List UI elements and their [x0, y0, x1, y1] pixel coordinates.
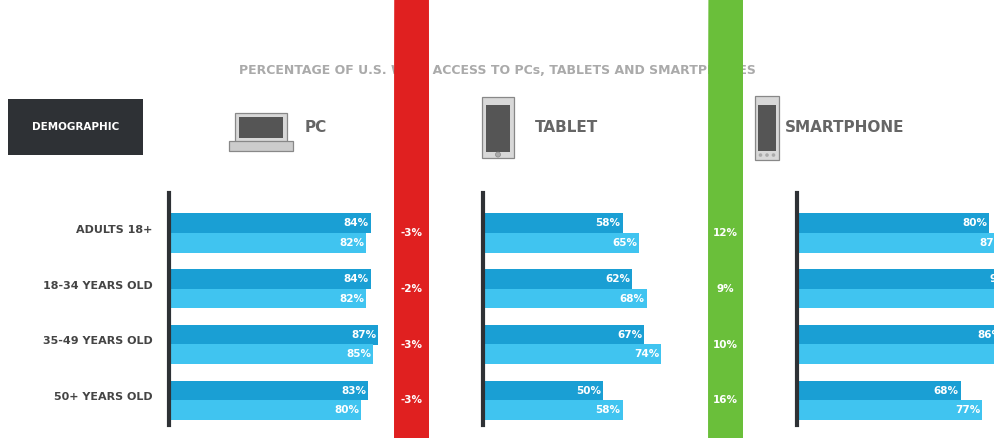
Circle shape	[395, 0, 428, 438]
Bar	[169, 325, 378, 345]
Text: ADULTS 18+: ADULTS 18+	[76, 225, 152, 235]
Bar	[483, 213, 622, 233]
Bar	[758, 105, 776, 151]
Text: 12%: 12%	[714, 228, 739, 238]
Circle shape	[709, 0, 743, 438]
Text: 58%: 58%	[595, 405, 620, 415]
Text: DEMOGRAPHIC: DEMOGRAPHIC	[32, 122, 119, 132]
Bar	[797, 289, 994, 308]
Bar	[169, 233, 366, 253]
Bar	[483, 233, 639, 253]
Circle shape	[395, 0, 428, 438]
Text: 83%: 83%	[342, 385, 367, 396]
Text: 86%: 86%	[977, 330, 994, 340]
Circle shape	[395, 0, 428, 438]
Text: 68%: 68%	[619, 293, 644, 304]
Bar	[169, 269, 371, 289]
Circle shape	[709, 0, 743, 438]
Bar	[169, 213, 371, 233]
Text: DEVICE PENETRATION: DEVICE PENETRATION	[370, 16, 624, 36]
Text: PC: PC	[305, 120, 327, 134]
Text: 50%: 50%	[577, 385, 601, 396]
Text: 67%: 67%	[617, 330, 642, 340]
Text: 87%: 87%	[351, 330, 376, 340]
Circle shape	[765, 153, 768, 157]
Text: 77%: 77%	[955, 405, 980, 415]
Text: 84%: 84%	[344, 274, 369, 284]
Text: 16%: 16%	[714, 395, 739, 405]
Bar	[797, 400, 982, 420]
Text: PERCENTAGE OF U.S. WITH ACCESS TO PCs, TABLETS AND SMARTPHONES: PERCENTAGE OF U.S. WITH ACCESS TO PCs, T…	[239, 64, 755, 78]
Bar	[797, 325, 994, 345]
Text: 18-34 YEARS OLD: 18-34 YEARS OLD	[43, 281, 152, 290]
Text: 50+ YEARS OLD: 50+ YEARS OLD	[54, 392, 152, 402]
Text: 10%: 10%	[714, 339, 739, 350]
Bar	[486, 106, 510, 152]
Text: 85%: 85%	[346, 349, 372, 359]
Bar	[797, 269, 994, 289]
Text: -3%: -3%	[401, 228, 422, 238]
Bar	[8, 99, 143, 155]
Circle shape	[758, 153, 762, 157]
Circle shape	[395, 0, 428, 438]
Text: 35-49 YEARS OLD: 35-49 YEARS OLD	[43, 336, 152, 346]
Text: SMARTPHONE: SMARTPHONE	[785, 120, 905, 134]
Text: 65%: 65%	[612, 238, 637, 248]
Text: 91%: 91%	[989, 274, 994, 284]
Text: 62%: 62%	[605, 274, 630, 284]
Text: 74%: 74%	[634, 349, 659, 359]
Text: 80%: 80%	[962, 219, 987, 228]
Bar	[235, 113, 287, 141]
Circle shape	[495, 152, 501, 157]
Bar	[169, 400, 361, 420]
Text: 84%: 84%	[344, 219, 369, 228]
Circle shape	[709, 0, 743, 438]
Bar	[483, 400, 622, 420]
Text: 87%: 87%	[979, 238, 994, 248]
Text: TABLET: TABLET	[535, 120, 598, 134]
Bar	[797, 344, 994, 364]
Circle shape	[709, 0, 743, 438]
Bar	[169, 344, 373, 364]
Circle shape	[771, 153, 775, 157]
Bar	[169, 381, 369, 400]
Text: 82%: 82%	[339, 238, 364, 248]
Bar	[483, 381, 603, 400]
Text: -3%: -3%	[401, 395, 422, 405]
Text: 68%: 68%	[933, 385, 958, 396]
Text: 82%: 82%	[339, 293, 364, 304]
Bar	[483, 344, 661, 364]
Bar	[797, 213, 989, 233]
Text: 9%: 9%	[717, 284, 735, 294]
Bar	[797, 233, 994, 253]
Bar	[483, 325, 644, 345]
Text: -2%: -2%	[401, 284, 422, 294]
Bar	[483, 269, 632, 289]
Bar	[229, 141, 293, 151]
Text: 80%: 80%	[334, 405, 359, 415]
Bar	[482, 97, 514, 158]
Text: 58%: 58%	[595, 219, 620, 228]
Bar	[755, 96, 779, 159]
Bar	[169, 289, 366, 308]
Bar	[483, 289, 646, 308]
Text: -3%: -3%	[401, 339, 422, 350]
Bar	[239, 117, 283, 138]
Bar	[797, 381, 960, 400]
